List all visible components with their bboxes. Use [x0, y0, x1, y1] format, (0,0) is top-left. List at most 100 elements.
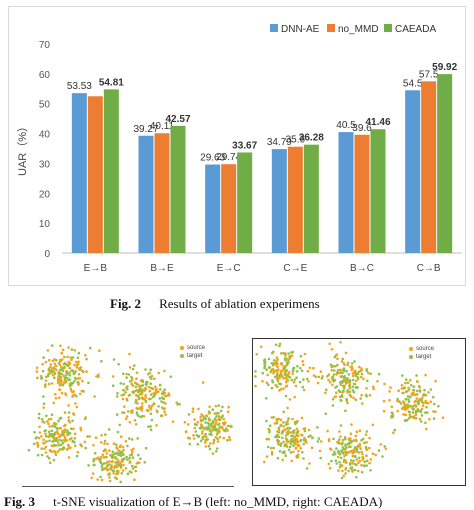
- tsne-point: [68, 382, 72, 386]
- tsne-point: [46, 420, 49, 423]
- tsne-point: [57, 419, 60, 423]
- tsne-point: [358, 444, 361, 448]
- tsne-point: [201, 381, 205, 384]
- tsne-point: [295, 427, 299, 431]
- tsne-point: [331, 404, 335, 407]
- tsne-point: [124, 439, 128, 443]
- tsne-point: [421, 404, 425, 407]
- legend-dot-target: [180, 354, 184, 358]
- tsne-point: [346, 361, 350, 365]
- tsne-point: [121, 469, 125, 472]
- tsne-point: [341, 380, 345, 383]
- figure-2-text: Results of ablation experimens: [159, 296, 320, 311]
- tsne-point: [40, 435, 43, 438]
- tsne-point: [118, 464, 122, 467]
- tsne-point: [71, 356, 75, 359]
- tsne-point: [94, 436, 98, 439]
- tsne-point: [316, 426, 319, 429]
- tsne-point: [272, 359, 276, 362]
- tsne-point: [346, 401, 349, 405]
- tsne-point: [128, 393, 132, 397]
- tsne-point: [339, 435, 342, 438]
- tsne-point: [103, 442, 106, 445]
- tsne-point: [424, 411, 427, 414]
- tsne-point: [85, 357, 88, 361]
- tsne-point: [345, 397, 348, 401]
- tsne-point: [122, 382, 125, 386]
- legend-swatch: [384, 24, 392, 32]
- data-label: 59.92: [432, 62, 457, 73]
- x-tick-label: E→C: [217, 263, 241, 274]
- tsne-point: [68, 373, 72, 377]
- tsne-point: [45, 434, 48, 438]
- tsne-point: [86, 435, 89, 438]
- tsne-point: [416, 380, 419, 383]
- tsne-point: [132, 447, 135, 451]
- tsne-point: [73, 432, 77, 436]
- tsne-point: [73, 348, 76, 352]
- tsne-point: [353, 454, 357, 458]
- tsne-point: [154, 385, 157, 388]
- tsne-point: [365, 430, 369, 433]
- tsne-plot-no-mmd: source target: [22, 338, 234, 487]
- tsne-point: [68, 421, 72, 424]
- tsne-point: [354, 373, 357, 376]
- tsne-point: [371, 423, 375, 427]
- tsne-point: [62, 446, 66, 450]
- tsne-point: [201, 418, 205, 422]
- tsne-point: [115, 395, 119, 398]
- tsne-point: [204, 417, 207, 421]
- tsne-point: [136, 437, 139, 440]
- tsne-point: [108, 449, 111, 452]
- data-label: 35.6: [286, 135, 306, 146]
- tsne-point: [96, 478, 99, 481]
- tsne-point: [149, 393, 153, 396]
- tsne-point: [267, 437, 271, 441]
- tsne-point: [47, 382, 51, 386]
- tsne-point: [109, 467, 113, 471]
- tsne-point: [341, 371, 344, 375]
- tsne-point: [254, 375, 257, 378]
- tsne-point: [137, 383, 140, 387]
- tsne-point: [61, 358, 64, 361]
- data-label: 57.5: [419, 69, 439, 80]
- tsne-point: [411, 392, 415, 395]
- tsne-point: [131, 467, 135, 470]
- tsne-point: [390, 411, 394, 414]
- tsne-point: [121, 445, 125, 449]
- tsne-point: [54, 393, 57, 396]
- tsne-point: [43, 385, 47, 389]
- tsne-point: [192, 437, 196, 440]
- tsne-point: [359, 369, 362, 373]
- tsne-point: [146, 409, 150, 413]
- tsne-point: [208, 429, 212, 432]
- tsne-point: [342, 460, 346, 464]
- tsne-point: [60, 351, 64, 355]
- tsne-point: [383, 382, 386, 386]
- tsne-point: [210, 425, 214, 429]
- tsne-point: [321, 375, 324, 378]
- tsne-point: [73, 363, 76, 367]
- bar-dnn-ae: [271, 149, 287, 253]
- y-axis-label: UAR（%）: [16, 121, 29, 176]
- tsne-point: [115, 443, 118, 446]
- tsne-point: [54, 444, 58, 447]
- tsne-point: [342, 474, 346, 478]
- tsne-point: [221, 405, 224, 409]
- tsne-point: [319, 440, 323, 443]
- tsne-point: [99, 475, 102, 479]
- tsne-point: [100, 434, 103, 437]
- tsne-point: [184, 430, 188, 433]
- tsne-point: [65, 371, 69, 375]
- tsne-point: [44, 383, 47, 386]
- tsne-point: [208, 418, 211, 422]
- tsne-point: [408, 415, 412, 419]
- tsne-point: [215, 415, 218, 418]
- tsne-point: [336, 440, 339, 444]
- y-tick-label: 40: [39, 130, 51, 141]
- tsne-point: [37, 436, 41, 440]
- bar-dnn-ae: [405, 90, 421, 254]
- tsne-point: [136, 390, 140, 394]
- tsne-point: [108, 460, 111, 463]
- tsne-point: [76, 450, 80, 454]
